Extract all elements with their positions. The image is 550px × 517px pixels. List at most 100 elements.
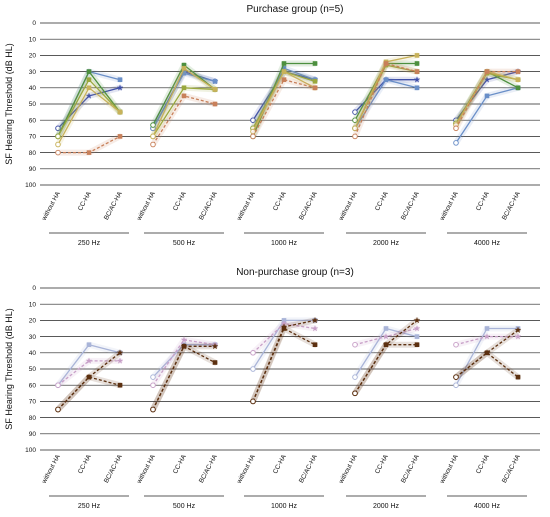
data-point bbox=[212, 79, 218, 84]
y-tick-label: 50 bbox=[29, 366, 37, 373]
series-line bbox=[57, 352, 121, 410]
data-point bbox=[86, 85, 92, 91]
data-point bbox=[150, 374, 156, 380]
data-point bbox=[181, 62, 187, 68]
data-point bbox=[86, 77, 92, 82]
x-tick-label: CC-HA bbox=[77, 190, 93, 212]
chart-title: Non-purchase group (n=3) bbox=[236, 267, 354, 278]
series-2 bbox=[55, 320, 522, 389]
data-point bbox=[212, 360, 218, 365]
y-tick-label: 100 bbox=[25, 182, 36, 189]
data-point bbox=[250, 133, 256, 140]
series-band bbox=[250, 317, 318, 405]
data-point bbox=[453, 140, 459, 146]
data-point bbox=[515, 77, 521, 82]
data-point bbox=[311, 317, 319, 324]
data-point bbox=[515, 85, 521, 91]
x-tick-label: CC-HA bbox=[272, 453, 288, 475]
data-point bbox=[181, 93, 187, 99]
data-point bbox=[453, 382, 459, 388]
data-point bbox=[180, 336, 188, 343]
data-point bbox=[280, 320, 288, 327]
data-point bbox=[281, 77, 287, 82]
data-point bbox=[514, 333, 522, 340]
data-point bbox=[250, 366, 256, 372]
data-point bbox=[85, 373, 93, 380]
x-tick-label: without HA bbox=[235, 190, 257, 223]
x-tick-label: without HA bbox=[438, 190, 460, 223]
data-point bbox=[281, 326, 287, 331]
y-tick-label: 20 bbox=[29, 53, 37, 60]
x-tick-label: without HA bbox=[40, 190, 62, 223]
x-tick-label: CC-HA bbox=[475, 190, 491, 212]
x-tick-label: BC/AC-HA bbox=[103, 453, 124, 484]
data-point bbox=[150, 406, 156, 413]
data-point bbox=[86, 69, 92, 74]
frequency-label: 1000 Hz bbox=[271, 503, 298, 510]
data-point bbox=[116, 84, 124, 91]
data-point bbox=[86, 342, 92, 347]
series-line bbox=[57, 376, 121, 410]
frequency-label: 2000 Hz bbox=[373, 240, 400, 247]
frequency-label: 1000 Hz bbox=[271, 240, 298, 247]
data-point bbox=[352, 109, 358, 115]
data-point bbox=[413, 317, 421, 324]
data-point bbox=[414, 334, 420, 339]
data-point bbox=[281, 66, 287, 71]
y-tick-label: 90 bbox=[29, 431, 37, 438]
y-tick-label: 0 bbox=[32, 20, 36, 27]
y-tick-label: 70 bbox=[29, 134, 37, 141]
x-tick-label: BC/AC-HA bbox=[400, 190, 421, 221]
x-tick-label: CC-HA bbox=[475, 453, 491, 475]
data-point bbox=[250, 398, 256, 405]
data-point bbox=[413, 325, 421, 332]
y-tick-label: 30 bbox=[29, 69, 37, 76]
y-axis-label: SF Hearing Threshold (dB HL) bbox=[4, 308, 14, 429]
data-point bbox=[211, 342, 219, 350]
data-point bbox=[86, 150, 92, 155]
y-tick-label: 20 bbox=[29, 318, 37, 325]
data-point bbox=[180, 342, 188, 350]
chart-panel-2: Non-purchase group (n=3) SF Hearing Thres… bbox=[4, 267, 540, 510]
data-point bbox=[312, 85, 318, 91]
data-point bbox=[312, 342, 318, 347]
y-tick-label: 90 bbox=[29, 166, 37, 173]
frequency-label: 4000 Hz bbox=[474, 240, 501, 247]
data-point bbox=[414, 53, 420, 58]
data-point bbox=[515, 374, 521, 380]
data-point bbox=[383, 61, 389, 66]
data-point bbox=[414, 69, 420, 74]
series-band bbox=[250, 325, 318, 405]
frequency-label: 500 Hz bbox=[173, 240, 196, 247]
data-point bbox=[483, 349, 491, 356]
data-point bbox=[484, 69, 490, 74]
data-point bbox=[311, 325, 319, 332]
x-tick-label: without HA bbox=[135, 190, 157, 223]
x-tick-label: BC/AC-HA bbox=[103, 190, 124, 221]
data-point bbox=[383, 326, 389, 331]
data-point bbox=[117, 109, 123, 115]
series-line bbox=[152, 339, 216, 386]
x-tick-label: CC-HA bbox=[172, 190, 188, 212]
y-tick-label: 40 bbox=[29, 350, 37, 357]
data-point bbox=[85, 92, 93, 99]
x-tick-label: CC-HA bbox=[374, 453, 390, 475]
data-point bbox=[85, 357, 93, 364]
data-point bbox=[453, 341, 459, 348]
data-point bbox=[150, 133, 156, 140]
data-point bbox=[55, 125, 61, 132]
x-tick-label: BC/AC-HA bbox=[501, 453, 522, 484]
data-point bbox=[484, 93, 490, 99]
data-point bbox=[484, 326, 490, 331]
data-point bbox=[453, 374, 459, 380]
data-point bbox=[55, 382, 61, 388]
x-tick-label: BC/AC-HA bbox=[198, 190, 219, 221]
y-tick-label: 0 bbox=[32, 285, 36, 292]
x-tick-label: without HA bbox=[135, 453, 157, 486]
data-point bbox=[181, 85, 187, 91]
x-tick-label: BC/AC-HA bbox=[501, 190, 522, 221]
series-line bbox=[252, 78, 316, 137]
series-4 bbox=[55, 317, 522, 413]
data-point bbox=[55, 149, 61, 156]
